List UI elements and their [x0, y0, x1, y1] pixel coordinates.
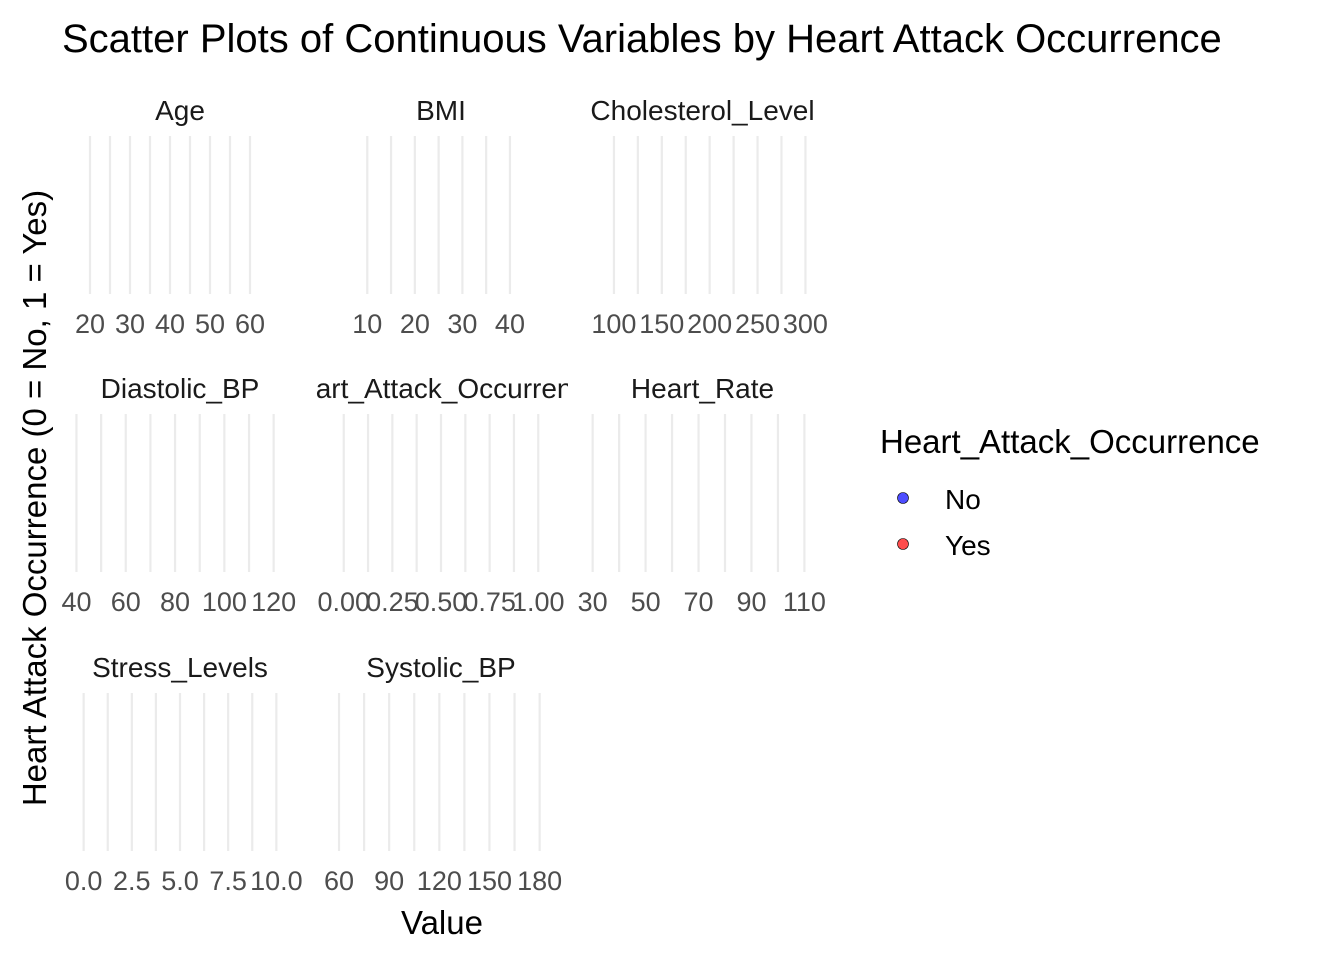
tick-label-heart-rate-4: 110	[783, 587, 826, 617]
tick-label-stress-levels-0: 0.0	[65, 866, 103, 896]
tick-label-cholesterol-level-2: 200	[687, 309, 732, 339]
strip-label-bmi: BMI	[416, 95, 466, 126]
tick-label-systolic-bp-0: 60	[324, 866, 354, 896]
tick-label-bmi-2: 30	[447, 309, 477, 339]
strip-label-cholesterol-level: Cholesterol_Level	[590, 95, 814, 126]
tick-label-bmi-0: 10	[352, 309, 382, 339]
tick-label-heart-attack-occurrence-0: 0.00	[317, 587, 370, 617]
legend-item-no: No	[897, 484, 981, 515]
facet-panel-cholesterol-level: 100 150 200 250 300 Cholesterol_Level	[590, 95, 828, 339]
tick-label-systolic-bp-3: 150	[467, 866, 512, 896]
tick-label-diastolic-bp-0: 40	[61, 587, 91, 617]
tick-label-stress-levels-4: 10.0	[250, 866, 303, 896]
tick-label-age-3: 50	[195, 309, 225, 339]
tick-label-heart-rate-1: 50	[631, 587, 661, 617]
facet-panel-age: 20 30 40 50 60 Age	[75, 95, 265, 339]
legend-key-no	[897, 492, 909, 504]
tick-label-diastolic-bp-2: 80	[160, 587, 190, 617]
strip-label-diastolic-bp: Diastolic_BP	[101, 373, 260, 404]
facet-panel-systolic-bp: 60 90 120 150 180 Systolic_BP	[324, 652, 562, 896]
tick-label-heart-rate-0: 30	[578, 587, 608, 617]
legend: Heart_Attack_Occurrence No Yes	[880, 423, 1260, 561]
tick-label-heart-attack-occurrence-3: 0.75	[463, 587, 516, 617]
chart-title: Scatter Plots of Continuous Variables by…	[62, 17, 1222, 61]
tick-label-stress-levels-3: 7.5	[209, 866, 247, 896]
facet-panel-heart-attack-occurrence: 0.000.250.500.751.00 Heart_Attack_Occurre…	[280, 373, 602, 617]
tick-label-heart-attack-occurrence-2: 0.50	[415, 587, 468, 617]
y-axis-label: Heart Attack Occurrence (0 = No, 1 = Yes…	[16, 190, 53, 806]
legend-label-no: No	[945, 484, 981, 515]
strip-label-heart-rate: Heart_Rate	[631, 373, 774, 404]
strip-label-heart-attack-occurrence: Heart_Attack_Occurrence	[280, 373, 602, 404]
tick-label-diastolic-bp-4: 120	[251, 587, 296, 617]
tick-label-age-2: 40	[155, 309, 185, 339]
tick-label-cholesterol-level-1: 150	[639, 309, 684, 339]
tick-label-heart-attack-occurrence-4: 1.00	[512, 587, 565, 617]
tick-label-heart-attack-occurrence-1: 0.25	[366, 587, 419, 617]
tick-label-stress-levels-1: 2.5	[113, 866, 151, 896]
strip-label-age: Age	[155, 95, 205, 126]
tick-label-systolic-bp-4: 180	[517, 866, 562, 896]
tick-label-age-1: 30	[115, 309, 145, 339]
legend-title: Heart_Attack_Occurrence	[880, 423, 1260, 460]
tick-label-systolic-bp-2: 120	[417, 866, 462, 896]
tick-label-cholesterol-level-4: 300	[783, 309, 828, 339]
tick-label-age-0: 20	[75, 309, 105, 339]
strip-label-systolic-bp: Systolic_BP	[366, 652, 515, 683]
tick-label-heart-rate-2: 70	[684, 587, 714, 617]
tick-label-stress-levels-2: 5.0	[161, 866, 199, 896]
strip-label-stress-levels: Stress_Levels	[92, 652, 268, 683]
tick-label-cholesterol-level-0: 100	[591, 309, 636, 339]
tick-label-diastolic-bp-1: 60	[111, 587, 141, 617]
tick-label-cholesterol-level-3: 250	[735, 309, 780, 339]
tick-label-bmi-1: 20	[400, 309, 430, 339]
x-axis-label: Value	[401, 904, 483, 941]
legend-key-yes	[897, 538, 909, 550]
tick-label-age-4: 60	[235, 309, 265, 339]
tick-label-diastolic-bp-3: 100	[202, 587, 247, 617]
tick-label-bmi-3: 40	[495, 309, 525, 339]
facet-panel-stress-levels: 0.0 2.5 5.0 7.5 10.0 Stress_Levels	[65, 652, 303, 896]
tick-label-heart-rate-3: 90	[736, 587, 766, 617]
tick-label-systolic-bp-1: 90	[374, 866, 404, 896]
legend-item-yes: Yes	[897, 530, 991, 561]
facet-panel-diastolic-bp: 40 60 80 100 120 Diastolic_BP	[61, 373, 296, 617]
facet-panel-bmi: 10 20 30 40 BMI	[352, 95, 525, 339]
facet-panel-heart-rate: 30 50 70 90 110 Heart_Rate	[578, 373, 826, 617]
legend-label-yes: Yes	[945, 530, 991, 561]
